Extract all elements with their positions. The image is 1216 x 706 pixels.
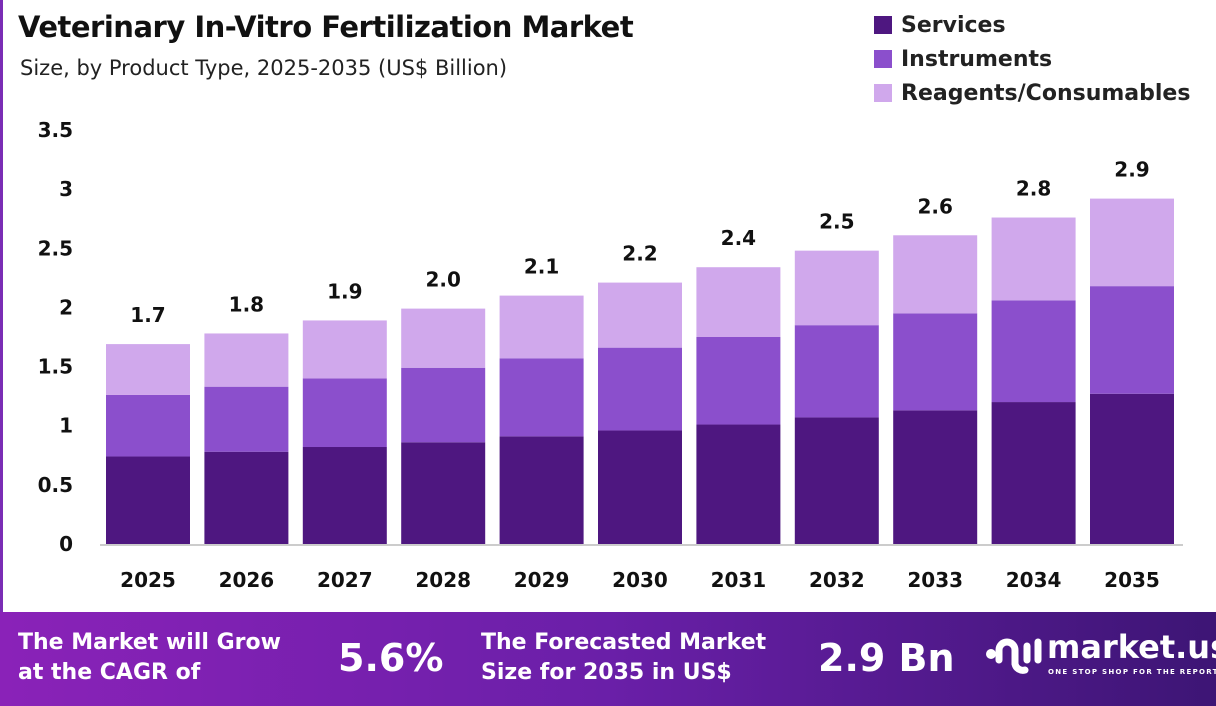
legend-item-services: Services: [874, 8, 1190, 42]
bar-segment-services-2033: [893, 410, 978, 544]
x-tick-label: 2029: [514, 568, 570, 592]
total-label: 2.5: [819, 210, 854, 234]
bar-segment-reagents-consumables-2029: [499, 295, 584, 359]
y-tick-label: 2: [59, 295, 73, 319]
y-tick-label: 1.5: [38, 355, 73, 379]
x-tick-label: 2034: [1006, 568, 1062, 592]
bar-segment-instruments-2028: [401, 367, 486, 443]
y-tick-label: 0.5: [38, 473, 73, 497]
x-tick-label: 2026: [219, 568, 275, 592]
bar-segment-services-2027: [302, 447, 387, 544]
bar-segment-reagents-consumables-2027: [302, 320, 387, 379]
bar-segment-services-2031: [696, 424, 781, 544]
x-tick-label: 2028: [415, 568, 471, 592]
cagr-label-line2: at the CAGR of: [18, 660, 201, 685]
x-tick-label: 2030: [612, 568, 668, 592]
bar-segment-instruments-2035: [1090, 286, 1174, 394]
bar-segment-services-2026: [204, 451, 289, 544]
bar-segment-services-2030: [598, 430, 682, 544]
bar-segment-instruments-2029: [499, 358, 584, 437]
total-label: 1.9: [327, 279, 362, 303]
total-label: 2.8: [1016, 177, 1051, 201]
legend-swatch: [874, 84, 892, 102]
total-label: 2.0: [425, 268, 460, 292]
cagr-label: The Market will Grow at the CAGR of: [18, 628, 281, 688]
bar-segment-instruments-2032: [794, 325, 879, 418]
legend-item-reagents: Reagents/Consumables: [874, 76, 1190, 110]
total-label: 2.2: [622, 242, 657, 266]
left-border: [0, 0, 3, 612]
bar-segment-instruments-2033: [893, 313, 978, 411]
bar-segment-reagents-consumables-2025: [106, 344, 190, 395]
bar-segment-services-2025: [106, 456, 190, 544]
bar-segment-reagents-consumables-2026: [204, 333, 289, 387]
x-tick-label: 2032: [809, 568, 865, 592]
bar-segment-services-2028: [401, 442, 486, 544]
footer-banner: The Market will Grow at the CAGR of 5.6%…: [0, 612, 1216, 706]
total-label: 1.7: [130, 303, 165, 327]
bar-segment-reagents-consumables-2031: [696, 267, 781, 337]
x-tick-label: 2035: [1104, 568, 1160, 592]
bar-segment-reagents-consumables-2034: [991, 217, 1076, 301]
x-tick-label: 2027: [317, 568, 373, 592]
forecast-value: 2.9 Bn: [818, 636, 955, 680]
total-label: 2.4: [721, 226, 756, 250]
forecast-label-line1: The Forecasted Market: [481, 630, 767, 655]
forecast-label-line2: Size for 2035 in US$: [481, 660, 732, 685]
legend-swatch: [874, 50, 892, 68]
bar-segment-reagents-consumables-2033: [893, 235, 978, 314]
x-tick-label: 2031: [711, 568, 767, 592]
logo-wordmark: market.us: [1047, 628, 1216, 666]
bar-segment-instruments-2026: [204, 386, 289, 452]
cagr-value: 5.6%: [338, 636, 444, 680]
bar-segment-reagents-consumables-2030: [598, 282, 682, 348]
y-tick-label: 1: [59, 414, 73, 438]
y-tick-label: 0: [59, 532, 73, 556]
y-tick-label: 3: [59, 177, 73, 201]
bar-segment-services-2035: [1090, 393, 1174, 544]
total-label: 2.1: [524, 255, 559, 279]
bar-segment-services-2032: [794, 417, 879, 544]
stacked-bar-chart: 0 0.5 1 1.5 2 2.5 3 3.5 1.7 2025 1.8 2026 1.9 2027 2.0…: [38, 118, 1183, 592]
x-tick-label: 2025: [120, 568, 176, 592]
forecast-label: The Forecasted Market Size for 2035 in U…: [481, 628, 766, 688]
bar-segment-services-2029: [499, 436, 584, 544]
bar-segment-reagents-consumables-2032: [794, 250, 879, 326]
bar-segment-instruments-2025: [106, 394, 190, 457]
bar-segment-instruments-2030: [598, 347, 682, 431]
legend-swatch: [874, 16, 892, 34]
total-label: 2.9: [1114, 158, 1149, 182]
legend-label: Services: [901, 12, 1006, 38]
total-label: 2.6: [917, 194, 952, 218]
y-tick-label: 3.5: [38, 118, 73, 142]
legend: Services Instruments Reagents/Consumable…: [874, 8, 1190, 110]
logo-tagline: ONE STOP SHOP FOR THE REPORTS: [1048, 668, 1216, 676]
legend-label: Instruments: [901, 46, 1053, 72]
bar-segment-reagents-consumables-2028: [401, 308, 486, 368]
chart-subtitle: Size, by Product Type, 2025-2035 (US$ Bi…: [20, 56, 508, 80]
bar-segment-services-2034: [991, 402, 1076, 544]
bar-segment-instruments-2031: [696, 337, 781, 425]
y-tick-label: 2.5: [38, 236, 73, 260]
legend-label: Reagents/Consumables: [901, 80, 1191, 106]
market-us-logo: market.us ONE STOP SHOP FOR THE REPORTS: [985, 628, 1216, 682]
total-label: 1.8: [229, 292, 264, 316]
legend-item-instruments: Instruments: [874, 42, 1190, 76]
cagr-label-line1: The Market will Grow: [18, 630, 281, 655]
x-tick-label: 2033: [907, 568, 963, 592]
chart-title: Veterinary In-Vitro Fertilization Market: [18, 10, 634, 44]
bar-segment-reagents-consumables-2035: [1090, 198, 1174, 287]
bar-segment-instruments-2027: [302, 378, 387, 448]
logo-mark-icon: [986, 638, 1042, 674]
bar-segment-instruments-2034: [991, 300, 1076, 403]
